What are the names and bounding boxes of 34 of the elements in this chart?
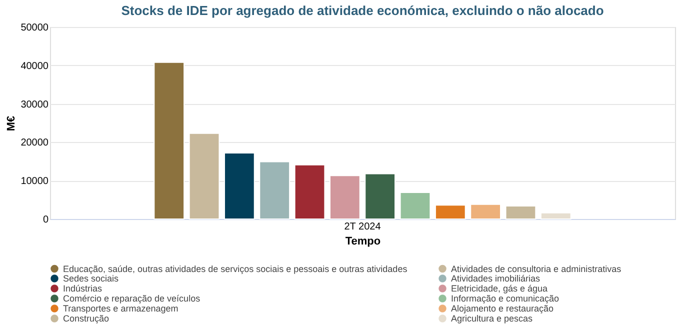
bar	[329, 175, 360, 220]
bar	[434, 204, 466, 220]
legend-label: Alojamento e restauração	[451, 304, 554, 314]
legend-label: Educação, saúde, outras atividades de serviços sociais e pessoais e outras atividades	[63, 264, 408, 274]
y-tick-label: 50000	[20, 22, 49, 34]
legend-label: Agricultura e pescas	[451, 314, 534, 324]
y-tick-label: 20000	[20, 138, 49, 149]
bar	[470, 204, 502, 220]
bar	[400, 192, 431, 220]
legend-label: Informação e comunicação	[451, 294, 560, 304]
bar	[364, 173, 396, 220]
legend-label: Comércio e reparação de veículos	[63, 294, 201, 304]
legend-label: Atividades de consultoria e administrativas	[451, 264, 622, 274]
legend-label: Indústrias	[63, 284, 103, 294]
legend-label: Sedes sociais	[63, 274, 120, 284]
bar	[505, 205, 536, 220]
bar	[188, 132, 220, 220]
x-axis-title: Tempo	[345, 236, 381, 248]
y-tick-label: 40000	[20, 60, 49, 72]
legend-label: Atividades imobiliárias	[451, 274, 541, 284]
chart-title: Stocks de IDE por agregado de atividade económica, excluindo o não alocado	[121, 3, 604, 18]
legend-label: Eletricidade, gás e água	[451, 284, 548, 294]
legend-label: Transportes e armazenagem	[63, 304, 178, 314]
y-tick-label: 30000	[20, 99, 49, 110]
bar	[259, 161, 290, 220]
x-tick-label: 2T 2024	[344, 222, 382, 232]
y-tick-label: 0	[42, 214, 49, 226]
y-tick-label: 10000	[20, 176, 49, 188]
bar	[224, 152, 255, 220]
bar	[540, 212, 572, 220]
legend-label: Construção	[63, 314, 110, 324]
bar	[294, 164, 326, 220]
y-axis-title: M€	[6, 116, 18, 132]
bar	[154, 62, 185, 220]
